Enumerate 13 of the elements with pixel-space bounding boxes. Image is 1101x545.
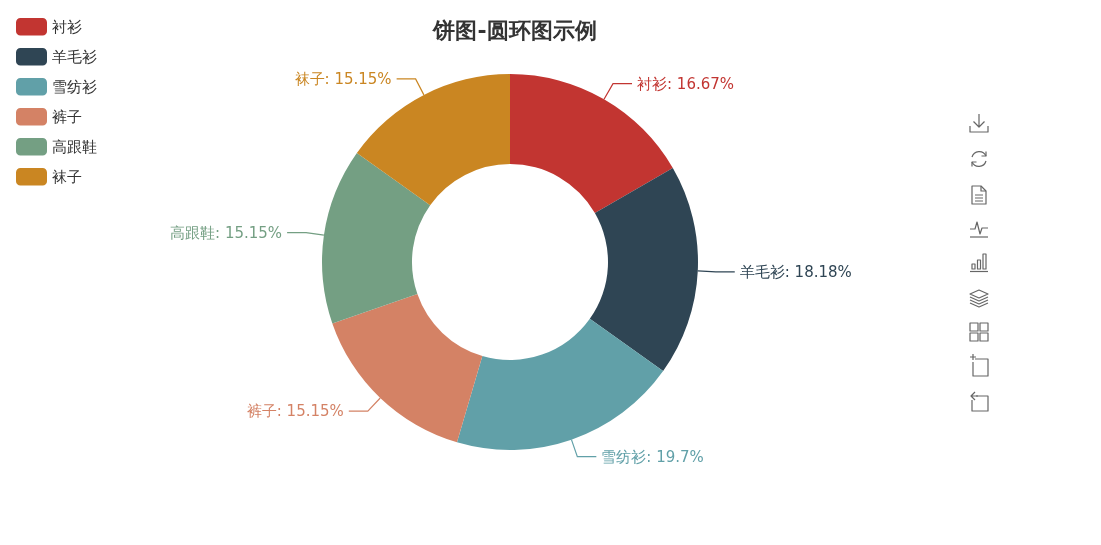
legend-label: 衬衫 [52,17,82,36]
data-label: 袜子: 15.15% [294,69,392,88]
data-label: 羊毛衫: 18.18% [739,262,852,281]
legend-label: 高跟鞋 [52,137,97,156]
data-label: 衬衫: 16.67% [637,74,735,93]
legend-label: 雪纺衫 [52,77,97,96]
data-label: 高跟鞋: 15.15% [170,223,283,242]
data-label: 裤子: 15.15% [246,402,344,421]
legend-label: 裤子 [52,107,82,126]
data-label: 雪纺衫: 19.7% [601,447,704,466]
legend-label: 羊毛衫 [52,47,97,66]
chart-title: 饼图-圆环图示例 [432,17,597,43]
legend-label: 袜子 [52,167,82,186]
